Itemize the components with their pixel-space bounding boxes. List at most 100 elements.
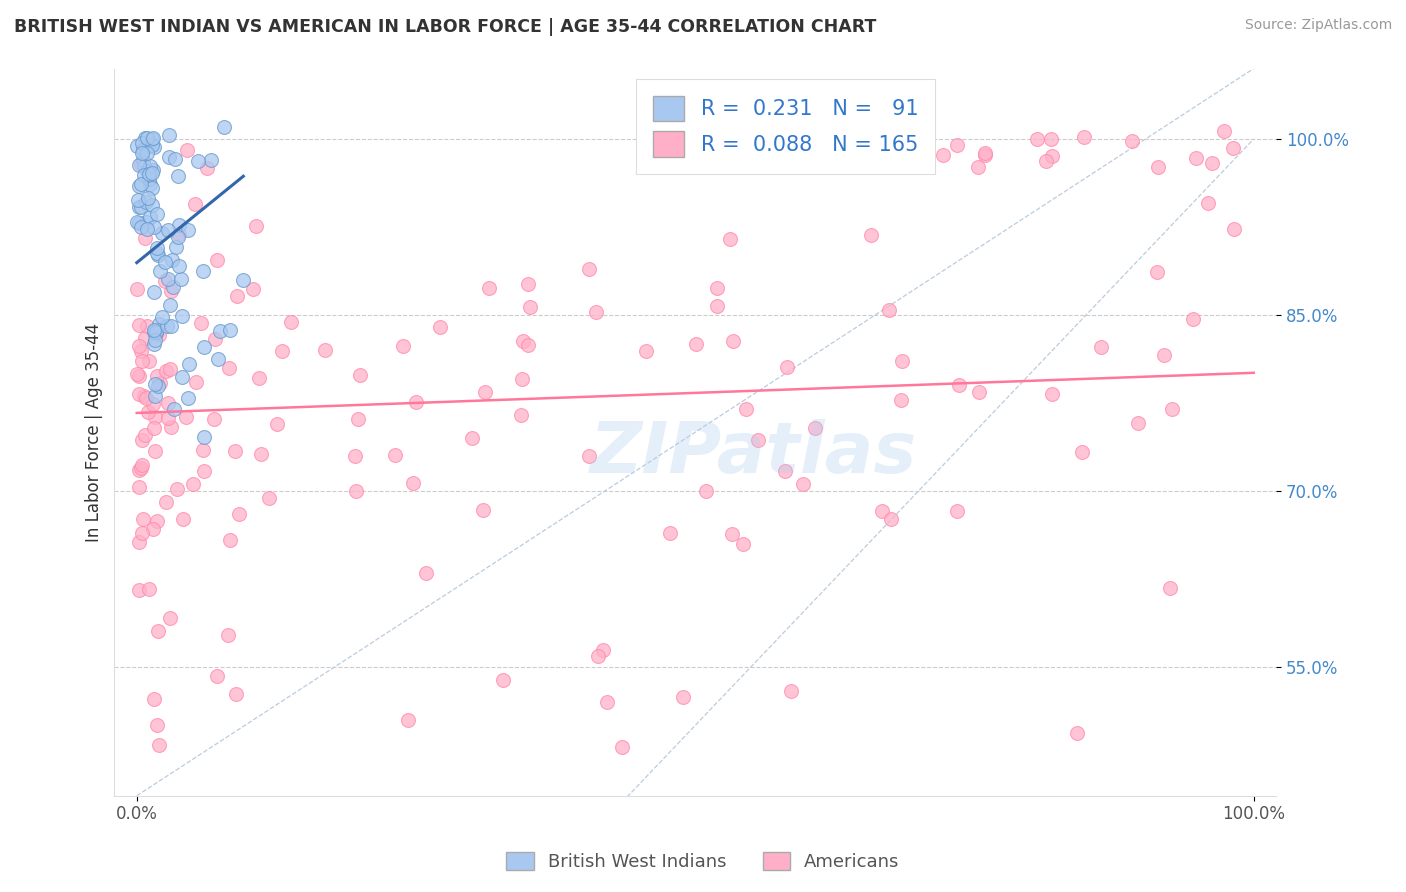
Point [134, 231, 156, 245]
Point [517, 277, 540, 291]
Point [266, 417, 288, 432]
Point [172, 512, 194, 526]
Point [1035, 153, 1057, 168]
Point [429, 320, 451, 334]
Point [155, 364, 177, 378]
Point [1201, 156, 1223, 170]
Point [127, 139, 149, 153]
Point [510, 372, 533, 386]
Point [200, 153, 222, 168]
Legend: R =  0.231   N =   91, R =  0.088   N = 165: R = 0.231 N = 91, R = 0.088 N = 165 [636, 78, 935, 174]
Point [131, 354, 153, 368]
Point [219, 533, 242, 548]
Point [153, 254, 176, 268]
Point [217, 628, 239, 642]
Point [803, 421, 825, 435]
Point [1040, 387, 1063, 401]
Point [510, 408, 533, 422]
Point [225, 289, 247, 303]
Point [190, 316, 212, 330]
Point [142, 522, 165, 536]
Point [247, 371, 270, 385]
Point [159, 420, 181, 434]
Point [127, 367, 149, 381]
Point [204, 332, 226, 346]
Point [160, 319, 183, 334]
Point [250, 447, 273, 461]
Point [1222, 141, 1244, 155]
Point [128, 157, 150, 171]
Point [721, 526, 744, 541]
Text: BRITISH WEST INDIAN VS AMERICAN IN LABOR FORCE | AGE 35-44 CORRELATION CHART: BRITISH WEST INDIAN VS AMERICAN IN LABOR… [14, 18, 876, 36]
Point [219, 323, 242, 337]
Text: ZIPatlas: ZIPatlas [589, 419, 917, 489]
Point [129, 178, 152, 192]
Point [731, 537, 754, 551]
Point [159, 361, 181, 376]
Point [167, 169, 190, 183]
Point [967, 385, 990, 400]
Point [141, 181, 163, 195]
Point [932, 148, 955, 162]
Point [163, 152, 186, 166]
Point [149, 376, 172, 390]
Point [1121, 134, 1143, 148]
Point [519, 301, 541, 315]
Point [242, 282, 264, 296]
Point [131, 525, 153, 540]
Point [136, 146, 159, 161]
Point [138, 167, 160, 181]
Point [128, 387, 150, 401]
Point [948, 377, 970, 392]
Point [134, 428, 156, 442]
Point [138, 171, 160, 186]
Point [228, 508, 250, 522]
Point [139, 177, 162, 191]
Point [780, 683, 803, 698]
Point [138, 582, 160, 596]
Point [181, 477, 204, 491]
Point [146, 207, 169, 221]
Point [166, 482, 188, 496]
Point [135, 195, 157, 210]
Point [346, 412, 368, 426]
Point [585, 305, 607, 319]
Point [146, 241, 169, 255]
Point [1128, 416, 1150, 430]
Point [165, 240, 187, 254]
Point [143, 691, 166, 706]
Point [127, 193, 149, 207]
Point [128, 582, 150, 597]
Point [1040, 149, 1063, 163]
Point [870, 504, 893, 518]
Point [471, 503, 494, 517]
Point [132, 159, 155, 173]
Point [155, 495, 177, 509]
Point [136, 131, 159, 145]
Point [125, 282, 148, 296]
Point [172, 369, 194, 384]
Point [139, 211, 162, 225]
Point [1090, 341, 1112, 355]
Point [145, 323, 167, 337]
Point [735, 401, 758, 416]
Point [146, 624, 169, 638]
Point [131, 458, 153, 473]
Point [131, 136, 153, 151]
Point [257, 491, 280, 506]
Point [1146, 265, 1168, 279]
Point [134, 169, 156, 183]
Point [135, 215, 157, 229]
Point [179, 357, 201, 371]
Point [184, 197, 207, 211]
Point [142, 220, 165, 235]
Point [143, 409, 166, 424]
Point [129, 219, 152, 234]
Point [148, 318, 170, 332]
Point [128, 178, 150, 193]
Point [142, 337, 165, 351]
Point [193, 430, 215, 444]
Point [880, 512, 903, 526]
Point [578, 449, 600, 463]
Point [125, 215, 148, 229]
